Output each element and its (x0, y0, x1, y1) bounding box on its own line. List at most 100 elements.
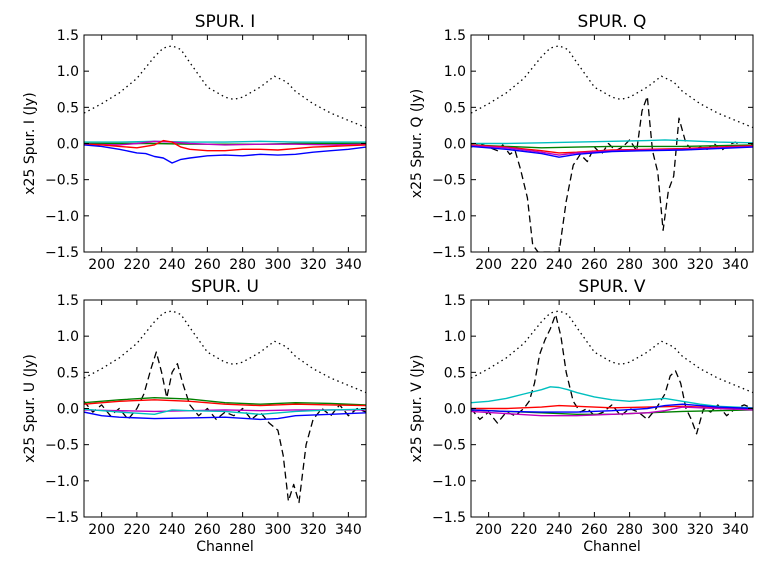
x-tick-label: 200 (475, 257, 502, 273)
x-tick-label: 320 (300, 257, 327, 273)
series-line-6 (471, 145, 753, 156)
series-group (84, 310, 366, 504)
x-tick-label: 220 (124, 522, 151, 538)
chart-panel-2: 200 220 240 260 280 300 320 340 1.5 1.0 0.5 0.0 −0.5… (409, 12, 754, 273)
y-tick-label: 1.5 (57, 293, 79, 309)
x-tick-label: 300 (265, 522, 292, 538)
chart-panel-3: 200 220 240 260 280 300 320 340 1.5 1.0 0.5 0.0 −0.5… (22, 277, 367, 555)
y-tick-label: −1.0 (45, 209, 79, 225)
series-line-6 (84, 144, 366, 164)
series-line-4 (84, 140, 366, 146)
series-line-4 (471, 144, 753, 149)
y-tick-label: 0.0 (57, 137, 79, 153)
y-axis-label: x25 Spur. U (Jy) (22, 354, 38, 463)
x-tick-label: 300 (265, 257, 292, 273)
y-tick-label: 1.0 (444, 329, 466, 345)
x-tick-label: 300 (652, 522, 679, 538)
series-line-2 (84, 351, 366, 504)
x-tick-label: 200 (88, 257, 115, 273)
chart-title: SPUR. Q (578, 12, 647, 32)
x-axis-label: Channel (196, 539, 253, 555)
y-tick-label: −0.5 (45, 438, 79, 454)
series-group (471, 45, 753, 252)
series-line-3 (471, 386, 753, 409)
chart-title: SPUR. U (191, 277, 259, 297)
x-tick-label: 340 (335, 522, 362, 538)
y-tick-label: 0.5 (444, 100, 466, 116)
x-tick-label: 280 (229, 257, 256, 273)
x-tick-label: 240 (159, 257, 186, 273)
x-tick-label: 240 (546, 522, 573, 538)
x-tick-label: 240 (546, 257, 573, 273)
x-tick-label: 220 (124, 257, 151, 273)
y-axis-label: x25 Spur. V (Jy) (409, 355, 425, 463)
series-group (471, 310, 753, 435)
x-tick-label: 220 (511, 257, 538, 273)
y-tick-label: −1.0 (432, 474, 466, 490)
y-tick-label: 1.5 (444, 28, 466, 44)
x-tick-label: 200 (475, 522, 502, 538)
series-line-4 (84, 399, 366, 407)
x-tick-label: 240 (159, 522, 186, 538)
y-tick-label: −1.5 (432, 510, 466, 526)
series-line-2 (84, 140, 366, 143)
series-line-7 (84, 411, 366, 421)
chart-title: SPUR. I (195, 12, 256, 32)
y-tick-label: −1.0 (45, 474, 79, 490)
x-tick-label: 200 (88, 522, 115, 538)
y-tick-label: 1.0 (444, 64, 466, 80)
y-tick-label: −0.5 (45, 173, 79, 189)
y-tick-label: 0.0 (444, 137, 466, 153)
series-line-6 (84, 408, 366, 415)
y-tick-label: 0.0 (444, 402, 466, 418)
x-tick-label: 320 (300, 522, 327, 538)
series-line-3 (84, 397, 366, 406)
y-tick-label: 1.5 (57, 28, 79, 44)
y-tick-label: 0.5 (57, 365, 79, 381)
series-line-7 (471, 403, 753, 413)
y-tick-label: 0.5 (444, 365, 466, 381)
chart-title: SPUR. V (578, 277, 645, 297)
x-tick-label: 280 (616, 257, 643, 273)
axes-frame (83, 299, 367, 518)
y-tick-label: 1.5 (444, 293, 466, 309)
y-tick-label: −0.5 (432, 438, 466, 454)
x-tick-label: 320 (687, 522, 714, 538)
series-line-2 (471, 313, 753, 435)
x-tick-label: 340 (722, 522, 749, 538)
x-tick-label: 260 (194, 257, 221, 273)
series-line-1 (84, 45, 366, 129)
x-tick-label: 260 (581, 522, 608, 538)
y-axis-label: x25 Spur. I (Jy) (22, 92, 38, 194)
x-tick-label: 320 (687, 257, 714, 273)
series-group (84, 45, 366, 164)
y-tick-label: 0.5 (57, 100, 79, 116)
x-tick-label: 280 (616, 522, 643, 538)
x-tick-label: 260 (581, 257, 608, 273)
x-tick-label: 220 (511, 522, 538, 538)
y-tick-label: −1.5 (432, 245, 466, 261)
y-axis-label: x25 Spur. Q (Jy) (409, 89, 425, 198)
series-line-6 (471, 406, 753, 417)
y-tick-label: 1.0 (57, 64, 79, 80)
x-tick-label: 340 (722, 257, 749, 273)
x-axis-label: Channel (583, 539, 640, 555)
series-line-5 (84, 139, 366, 152)
series-line-1 (471, 45, 753, 129)
y-tick-label: −1.5 (45, 510, 79, 526)
chart-panel-4: 200 220 240 260 280 300 320 340 1.5 1.0 0.5 0.0 −0.5… (409, 277, 754, 555)
y-tick-label: −0.5 (432, 173, 466, 189)
series-line-1 (471, 310, 753, 394)
series-line-2 (471, 95, 753, 252)
series-line-1 (84, 310, 366, 394)
chart-panel-1: 200 220 240 260 280 300 320 340 1.5 1.0 0.5 0.0 −0.5… (22, 12, 367, 273)
series-line-7 (471, 145, 753, 158)
y-tick-label: −1.0 (432, 209, 466, 225)
x-tick-label: 260 (194, 522, 221, 538)
x-tick-label: 300 (652, 257, 679, 273)
x-tick-label: 280 (229, 522, 256, 538)
y-tick-label: 0.0 (57, 402, 79, 418)
series-line-3 (471, 139, 753, 145)
x-tick-label: 340 (335, 257, 362, 273)
